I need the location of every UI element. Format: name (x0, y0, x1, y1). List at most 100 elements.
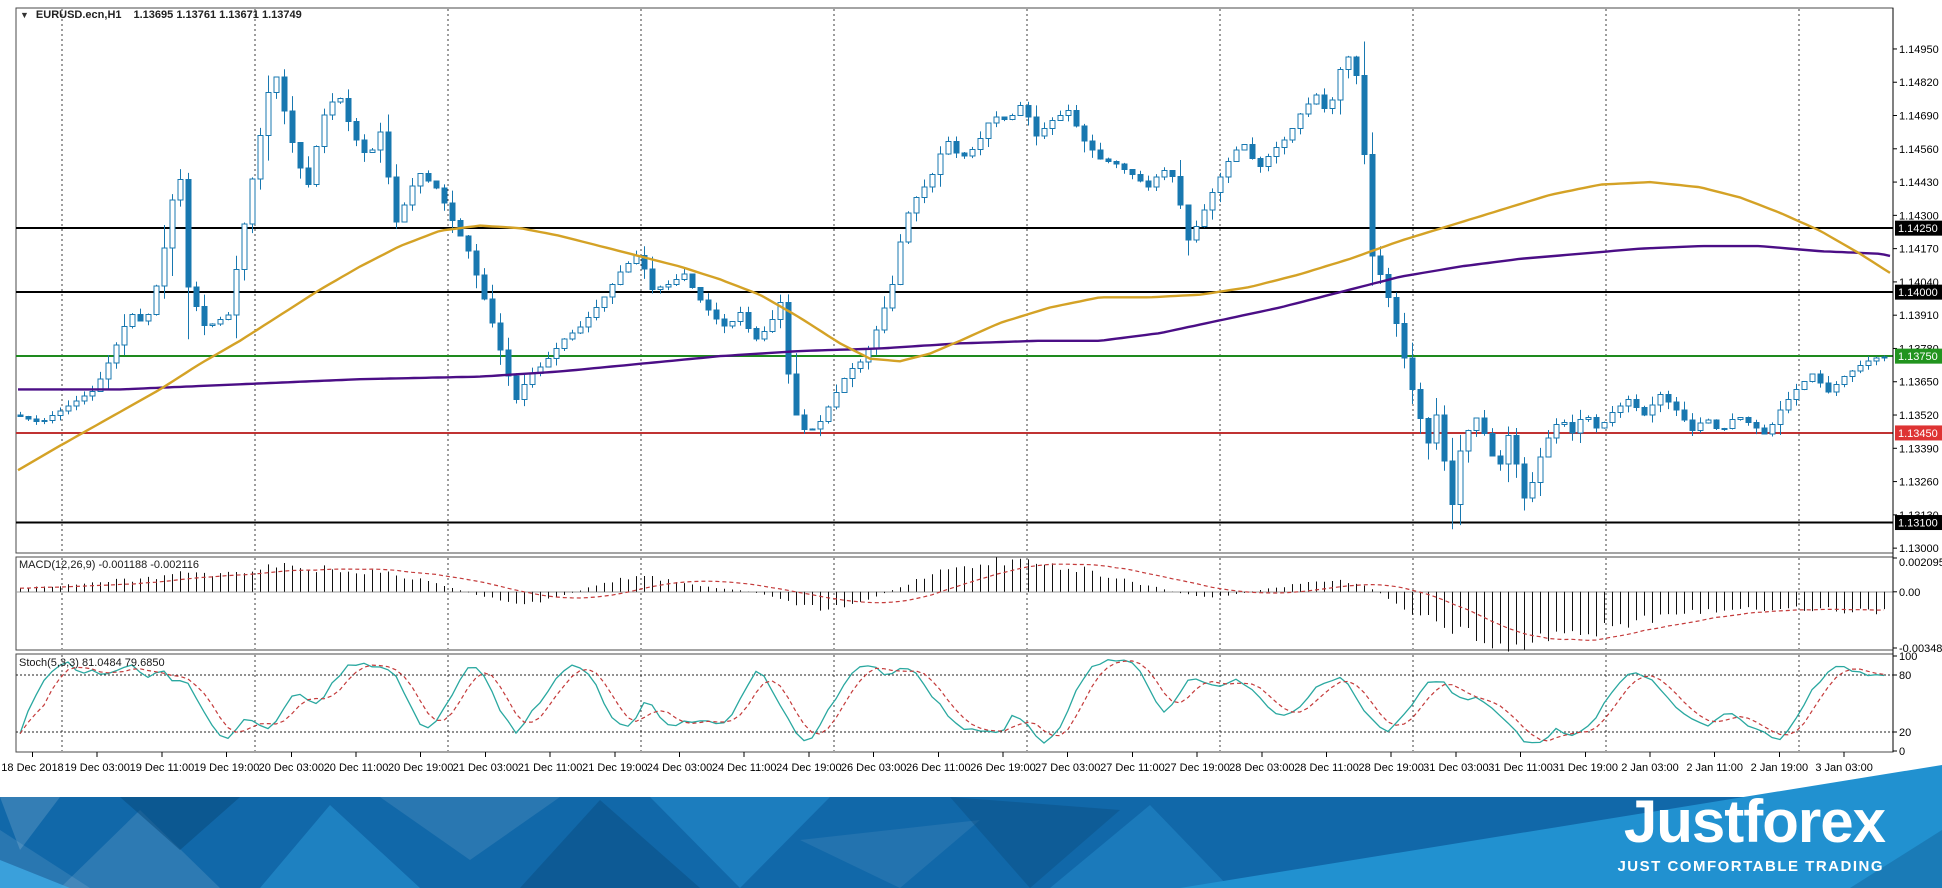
price-tick-label: 1.14170 (1899, 244, 1939, 256)
price-level-badge-label: 1.13450 (1898, 428, 1938, 440)
candle-body (1729, 419, 1736, 429)
candle-body (433, 180, 440, 189)
price-tick-label: 1.13390 (1899, 443, 1939, 455)
candle-body (1761, 427, 1768, 435)
candle-body (825, 406, 832, 423)
banner-shape (0, 860, 70, 888)
price-tick-label: 1.13650 (1899, 377, 1939, 389)
price-chart-canvas[interactable]: 1.14950 1.14820 1.14690 1.14560 1.14430 1.143… (0, 0, 1942, 780)
stoch-tick-label: 80 (1899, 670, 1911, 682)
candle-body (897, 241, 904, 285)
candle-body (25, 415, 32, 420)
candle-body (441, 187, 448, 204)
ma-slow-line (18, 244, 1891, 391)
candle-body (665, 283, 672, 288)
candle-body (1473, 417, 1480, 431)
candle-body (833, 392, 840, 408)
candle-body (1697, 422, 1704, 431)
candles-layer (17, 41, 1888, 530)
candle-body (1257, 158, 1264, 168)
candle-body (1249, 144, 1256, 160)
candle-body (785, 301, 792, 375)
candle-body (841, 378, 848, 394)
candle-body (497, 322, 504, 351)
candle-body (985, 122, 992, 140)
candle-body (969, 148, 976, 157)
candle-body (305, 167, 312, 186)
day-separators (61, 9, 1800, 751)
candle-body (1625, 399, 1632, 407)
candle-body (329, 101, 336, 116)
macd-signal-line (19, 563, 1885, 641)
candle-body (1537, 456, 1544, 484)
price-level-badge (1895, 348, 1942, 364)
candle-body (705, 299, 712, 311)
candle-body (1673, 401, 1680, 411)
price-level-badge-label: 1.14000 (1898, 287, 1938, 299)
candle-body (1713, 419, 1720, 430)
candle-body (729, 320, 736, 327)
candle-body (1721, 427, 1728, 430)
candle-body (113, 344, 120, 364)
candle-body (1401, 323, 1408, 359)
candle-body (657, 286, 664, 291)
candle-body (177, 179, 184, 201)
candle-body (1065, 109, 1072, 117)
time-label: 2 Jan 19:00 (1751, 762, 1809, 774)
candle-body (393, 176, 400, 223)
candle-body (1305, 103, 1312, 115)
candle-body (1281, 139, 1288, 149)
candle-body (1073, 109, 1080, 127)
candle-body (1329, 99, 1336, 110)
time-label: 27 Dec 03:00 (1035, 762, 1100, 774)
candle-body (1233, 149, 1240, 163)
candle-body (1505, 435, 1512, 465)
candle-body (1369, 153, 1376, 257)
candle-body (1601, 422, 1608, 429)
banner-shape (520, 800, 700, 888)
candle-body (1585, 417, 1592, 420)
candle-body (1465, 429, 1472, 452)
candle-body (1417, 388, 1424, 420)
candle-body (1001, 116, 1008, 120)
candle-body (129, 313, 136, 327)
candle-body (817, 421, 824, 430)
candle-body (1209, 191, 1216, 211)
candle-body (89, 390, 96, 397)
candle-body (1185, 204, 1192, 241)
candle-body (585, 317, 592, 328)
candle-body (65, 405, 72, 412)
candle-body (1553, 423, 1560, 439)
candle-body (193, 286, 200, 307)
candle-body (377, 131, 384, 151)
candle-body (425, 173, 432, 182)
macd-tick-label: -0.003483 (1899, 643, 1942, 655)
price-level-badge (1895, 515, 1942, 531)
candle-body (385, 131, 392, 178)
time-label: 19 Dec 19:00 (194, 762, 259, 774)
candle-body (1681, 409, 1688, 421)
price-tick-label: 1.13910 (1899, 310, 1939, 322)
price-level-badge-label: 1.13100 (1898, 518, 1938, 530)
candle-body (761, 331, 768, 340)
price-level-badge-label: 1.14250 (1898, 223, 1938, 235)
candle-body (681, 273, 688, 280)
candle-body (1809, 373, 1816, 383)
candle-body (1145, 180, 1152, 188)
candle-body (865, 348, 872, 363)
candle-body (1793, 388, 1800, 401)
candle-body (121, 325, 128, 346)
brand-tagline: JUST COMFORTABLE TRADING (1617, 858, 1884, 875)
time-label: 24 Dec 11:00 (712, 762, 777, 774)
candle-body (1017, 104, 1024, 117)
macd-indicator-label: MACD(12,26,9) -0.001188 -0.002116 (19, 559, 199, 571)
candle-body (801, 414, 808, 430)
candle-body (57, 410, 64, 417)
candle-body (449, 202, 456, 221)
candle-body (1833, 383, 1840, 393)
time-label: 18 Dec 2018 (1, 762, 63, 774)
candle-body (977, 138, 984, 150)
price-level-badge (1895, 220, 1942, 236)
candle-body (1817, 373, 1824, 384)
symbol-dropdown-icon[interactable]: ▼ (20, 10, 29, 20)
